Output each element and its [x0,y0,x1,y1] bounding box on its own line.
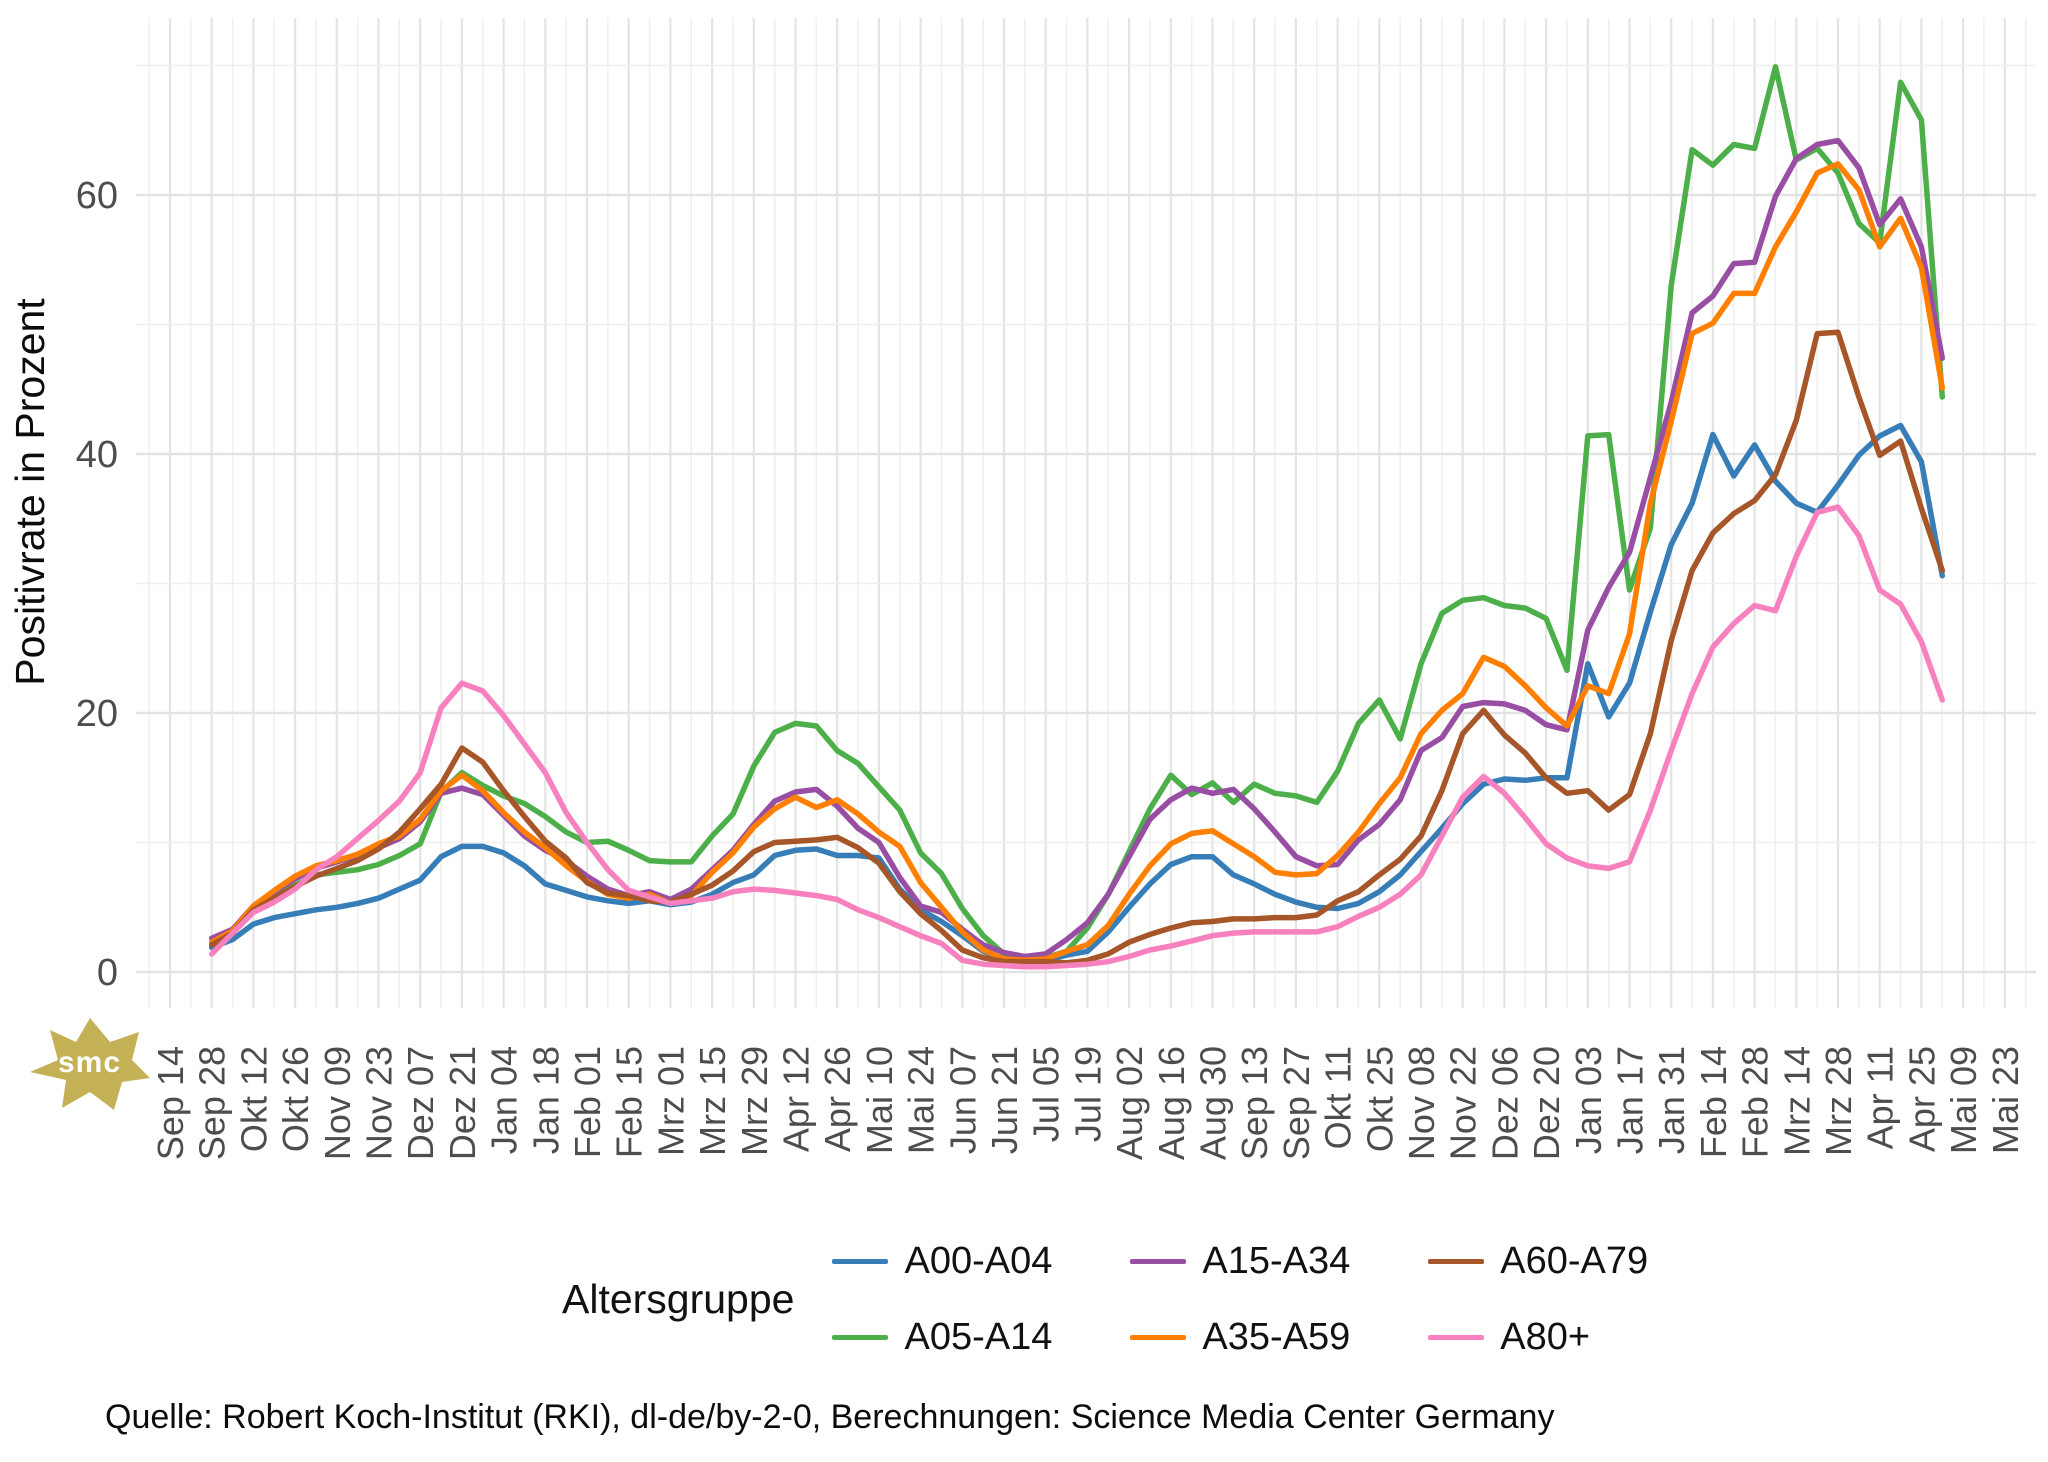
legend-key-swatch [832,1334,889,1340]
legend-key-swatch [1130,1258,1187,1264]
x-tick-label: Okt 11 [1318,1046,1359,1149]
x-tick-label: Jul 05 [1026,1046,1067,1142]
x-tick-label: Apr 11 [1860,1046,1901,1149]
y-tick-label: 20 [76,693,118,735]
legend-key-swatch [1428,1258,1485,1264]
x-tick-label: Sep 27 [1276,1046,1317,1160]
x-tick-label: Jan 03 [1568,1046,1609,1154]
x-tick-label: Sep 13 [1234,1046,1275,1160]
x-tick-label: Nov 22 [1443,1046,1484,1160]
x-tick-label: Dez 06 [1484,1046,1525,1160]
legend-column: A15-A34 A35-A59 [1130,1238,1350,1360]
x-tick-label: Feb 14 [1693,1046,1734,1158]
smc-logo-text: smc [58,1046,121,1079]
legend-entry-label: A00-A04 [904,1239,1053,1282]
x-tick-label: Mrz 29 [734,1046,775,1156]
smc-logo-shape [30,1018,150,1110]
legend-column: A60-A79 A80+ [1428,1238,1648,1360]
legend-entry-label: A80+ [1500,1315,1591,1358]
series-line-a15-a34 [208,137,1946,960]
x-tick-label: Nov 08 [1401,1046,1442,1160]
x-tick-label: Mai 10 [859,1046,900,1154]
legend-entries: A00-A04 A05-A14 A15-A34 A35-A59 A60-A79 A80+ [832,1238,1648,1360]
legend-entry: A00-A04 [832,1238,1052,1284]
legend-key-swatch [1428,1334,1485,1340]
x-tick-label: Okt 26 [275,1046,316,1152]
x-tick-label: Dez 20 [1526,1046,1567,1160]
legend-entry-label: A35-A59 [1202,1315,1351,1358]
grid-layer [136,18,2036,1008]
series-line-a60-a79 [208,329,1946,966]
y-tick-label: 40 [76,434,118,476]
legend-entry: A35-A59 [1130,1314,1350,1360]
x-tick-label: Jul 19 [1067,1046,1108,1142]
x-tick-label: Jan 04 [484,1046,525,1154]
x-tick-label: Mai 23 [1985,1046,2026,1154]
x-tick-label: Sep 28 [192,1046,233,1160]
x-tick-label: Nov 09 [317,1046,358,1160]
x-tick-label: Mrz 01 [650,1046,691,1156]
x-tick-label: Nov 23 [359,1046,400,1160]
legend-key-swatch [832,1258,889,1264]
y-tick-label: 0 [97,952,118,994]
x-tick-label: Aug 30 [1193,1046,1234,1160]
series-line-a00-a04 [208,422,1946,965]
x-tick-label: Jan 17 [1610,1046,1651,1154]
x-tick-label: Apr 25 [1901,1046,1942,1152]
line-series-layer [208,64,1946,970]
series-line-a35-a59 [208,161,1946,964]
legend-title: Altersgruppe [562,1275,795,1322]
x-tick-label: Mai 24 [901,1046,942,1154]
series-line-a80- [208,504,1946,970]
legend-entry-label: A05-A14 [904,1315,1053,1358]
x-tick-label: Dez 07 [400,1046,441,1160]
legend-key-swatch [1130,1334,1187,1340]
x-tick-label: Dez 21 [442,1046,483,1160]
x-tick-label: Jan 31 [1651,1046,1692,1154]
x-tick-label: Okt 12 [233,1046,274,1152]
x-tick-label: Jun 21 [984,1046,1025,1154]
legend-entry: A05-A14 [832,1314,1052,1360]
y-tick-label: 60 [76,175,118,217]
x-tick-label: Aug 16 [1151,1046,1192,1160]
legend-entry: A80+ [1428,1314,1648,1360]
x-tick-label: Okt 25 [1359,1046,1400,1152]
legend-entry: A15-A34 [1130,1238,1350,1284]
x-tick-label: Mrz 15 [692,1046,733,1156]
legend-entry-label: A60-A79 [1500,1239,1649,1282]
y-axis-title: Positivrate in Prozent [7,298,53,686]
legend-entry-label: A15-A34 [1202,1239,1351,1282]
x-tick-label: Feb 15 [609,1046,650,1158]
x-tick-label: Jan 18 [525,1046,566,1154]
x-tick-label: Mai 09 [1943,1046,1984,1154]
x-tick-label: Jun 07 [942,1046,983,1154]
series-line-a05-a14 [208,64,1946,961]
x-tick-label: Apr 26 [817,1046,858,1152]
x-tick-label: Feb 01 [567,1046,608,1158]
legend-entry: A60-A79 [1428,1238,1648,1284]
x-tick-label: Mrz 28 [1818,1046,1859,1156]
legend: Altersgruppe A00-A04 A05-A14 A15-A34 A35-A5… [562,1238,1648,1360]
x-tick-label: Aug 02 [1109,1046,1150,1160]
source-attribution: Quelle: Robert Koch-Institut (RKI), dl-d… [105,1398,1555,1436]
smc-logo: smc [24,1016,154,1128]
x-tick-label: Feb 28 [1735,1046,1776,1158]
x-tick-label: Apr 12 [776,1046,817,1152]
x-tick-label: Sep 14 [150,1046,191,1160]
legend-column: A00-A04 A05-A14 [832,1238,1052,1360]
x-tick-label: Mrz 14 [1776,1046,1817,1156]
